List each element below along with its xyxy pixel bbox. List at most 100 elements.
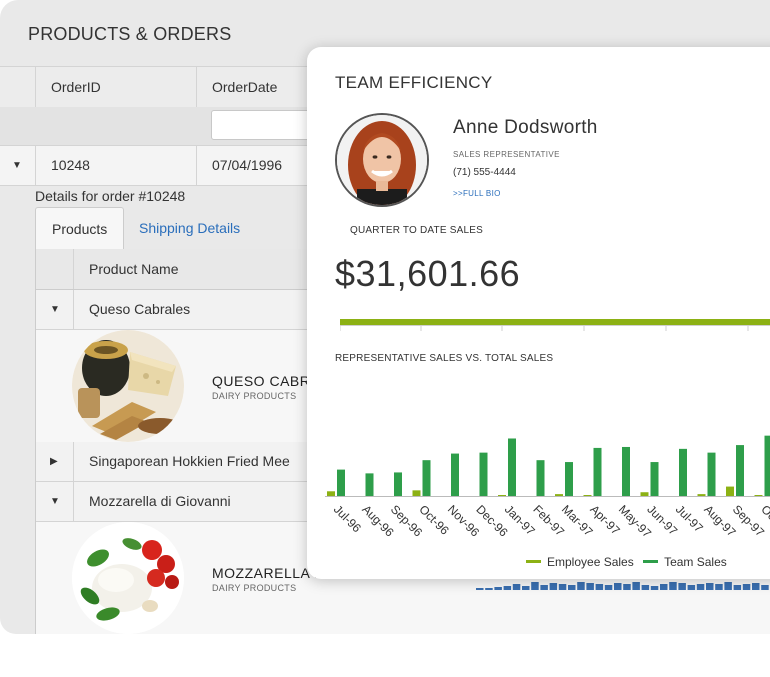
bar-employee-Sep-97[interactable] xyxy=(726,486,734,496)
sparkline-bar xyxy=(577,582,585,590)
collapse-caret-icon[interactable]: ▼ xyxy=(50,496,60,507)
avatar xyxy=(335,113,429,207)
sparkline-bar xyxy=(558,584,567,590)
bar-employee-Mar-97[interactable] xyxy=(555,494,563,496)
bar-team-Jun-97[interactable] xyxy=(650,462,659,496)
bar-employee-Jul-96[interactable] xyxy=(327,491,335,496)
sparkline-bar xyxy=(706,583,714,590)
bar-employee-Jun-97[interactable] xyxy=(640,492,649,496)
bar-team-May-97[interactable] xyxy=(622,446,630,496)
bar-team-Apr-97[interactable] xyxy=(593,447,602,496)
cheese-image xyxy=(72,330,184,442)
legend-swatch-employee xyxy=(526,560,541,563)
bar-team-Mar-97[interactable] xyxy=(565,462,573,496)
bar-team-Aug-97[interactable] xyxy=(707,452,716,496)
legend-swatch-team xyxy=(643,560,659,563)
x-tick-label: Jul-96 xyxy=(331,502,364,535)
sparkline-bar xyxy=(650,586,659,590)
sparkline-bar xyxy=(715,584,723,590)
bar-employee-Oct-97[interactable] xyxy=(754,495,763,496)
sparkline-bar xyxy=(641,585,650,590)
sparkline-bar xyxy=(595,584,604,590)
full-bio-link[interactable]: >>FULL BIO xyxy=(453,189,501,198)
column-header-product-name[interactable]: Product Name xyxy=(73,249,178,289)
qtd-progress-fill xyxy=(340,319,770,325)
column-header-orderid[interactable]: OrderID xyxy=(35,67,197,107)
bar-employee-Oct-96[interactable] xyxy=(412,490,421,496)
product-name: Queso Cabrales xyxy=(73,290,190,329)
x-tick-label: Apr-97 xyxy=(587,502,623,538)
expand-caret-icon[interactable]: ▶ xyxy=(50,456,58,467)
legend-label-team: Team Sales xyxy=(664,554,727,569)
sparkline-bar xyxy=(503,586,512,590)
sparkline-bar xyxy=(724,582,732,590)
sparkline-bar xyxy=(733,585,742,590)
bar-team-Nov-96[interactable] xyxy=(451,453,459,496)
bar-employee-Apr-97[interactable] xyxy=(583,495,592,496)
sparkline-bar xyxy=(660,584,668,590)
rep-name: Anne Dodsworth xyxy=(453,117,598,138)
rep-title: SALES REPRESENTATIVE xyxy=(453,150,560,159)
x-tick-label: Mar-97 xyxy=(559,502,596,539)
bar-team-Oct-97[interactable] xyxy=(764,435,770,496)
product-detail-name: QUESO CABRA xyxy=(212,373,321,389)
sparkline-bar xyxy=(586,583,594,590)
tab-shipping-details[interactable]: Shipping Details xyxy=(139,220,241,236)
bar-team-Sep-96[interactable] xyxy=(394,472,402,496)
sparkline-bar xyxy=(696,584,705,590)
sparkline-bar xyxy=(485,588,493,590)
sparkline-bar xyxy=(540,585,548,590)
tab-products[interactable]: Products xyxy=(35,207,125,249)
sparkline-bar xyxy=(476,588,484,590)
sparkline-bar xyxy=(494,587,502,590)
bar-team-Dec-96[interactable] xyxy=(479,452,488,496)
qtd-label: QUARTER TO DATE SALES xyxy=(350,225,483,236)
order-date-cell: 07/04/1996 xyxy=(196,146,396,185)
chart-legend: Employee Sales Team Sales xyxy=(526,552,733,569)
collapse-caret-icon[interactable]: ▼ xyxy=(50,304,60,315)
rep-phone: (71) 555-4444 xyxy=(453,167,516,178)
sparkline-bar xyxy=(761,585,769,590)
chart-title: REPRESENTATIVE SALES VS. TOTAL SALES xyxy=(335,353,554,364)
sparkline-bar xyxy=(632,582,640,590)
sparkline-bar xyxy=(669,582,677,590)
product-name: Mozzarella di Giovanni xyxy=(73,482,231,521)
bar-team-Aug-96[interactable] xyxy=(365,473,374,496)
card-title: TEAM EFFICIENCY xyxy=(335,73,493,92)
column-header-orderdate[interactable]: OrderDate xyxy=(196,67,396,107)
mozzarella-image xyxy=(72,522,184,634)
bar-team-Jul-96[interactable] xyxy=(337,469,345,496)
legend-item-team[interactable]: Team Sales xyxy=(643,555,727,569)
sparkline-bar xyxy=(568,585,576,590)
bar-team-Jul-97[interactable] xyxy=(679,448,687,496)
bar-team-Jan-97[interactable] xyxy=(508,438,516,496)
sparkline-bar xyxy=(604,585,613,590)
team-efficiency-card: TEAM EFFICIENCY Anne Dodsworth SALES REP… xyxy=(307,47,770,579)
page-title: PRODUCTS & ORDERS xyxy=(28,24,232,44)
sparkline-bar xyxy=(522,586,530,590)
product-category: DAIRY PRODUCTS xyxy=(212,583,297,593)
bar-team-Sep-97[interactable] xyxy=(736,445,744,496)
sparkline-bar xyxy=(549,583,558,590)
order-id-cell: 10248 xyxy=(35,146,197,185)
sparkline-bar xyxy=(531,582,539,590)
qtd-value: $31,601.66 xyxy=(335,253,521,294)
sparkline-bar xyxy=(512,584,521,590)
product-category: DAIRY PRODUCTS xyxy=(212,391,297,401)
details-label: Details for order #10248 xyxy=(35,188,186,204)
product-name: Singaporean Hokkien Fried Mee xyxy=(73,442,290,481)
sparkline-bar xyxy=(687,585,696,590)
sparkline-bar xyxy=(623,584,631,590)
sparkline-chart xyxy=(476,582,769,590)
collapse-caret-icon[interactable]: ▼ xyxy=(12,160,22,171)
qtd-progress-bar xyxy=(340,319,770,325)
sparkline-bar xyxy=(678,583,686,590)
bar-team-Oct-96[interactable] xyxy=(422,460,431,496)
progress-ticks xyxy=(340,325,770,331)
legend-label-employee: Employee Sales xyxy=(547,554,634,569)
sparkline-bar xyxy=(742,584,751,590)
legend-item-employee[interactable]: Employee Sales xyxy=(526,555,634,569)
bar-team-Feb-97[interactable] xyxy=(536,460,545,496)
bar-employee-Aug-97[interactable] xyxy=(697,494,706,496)
bar-employee-Jan-97[interactable] xyxy=(498,495,506,496)
